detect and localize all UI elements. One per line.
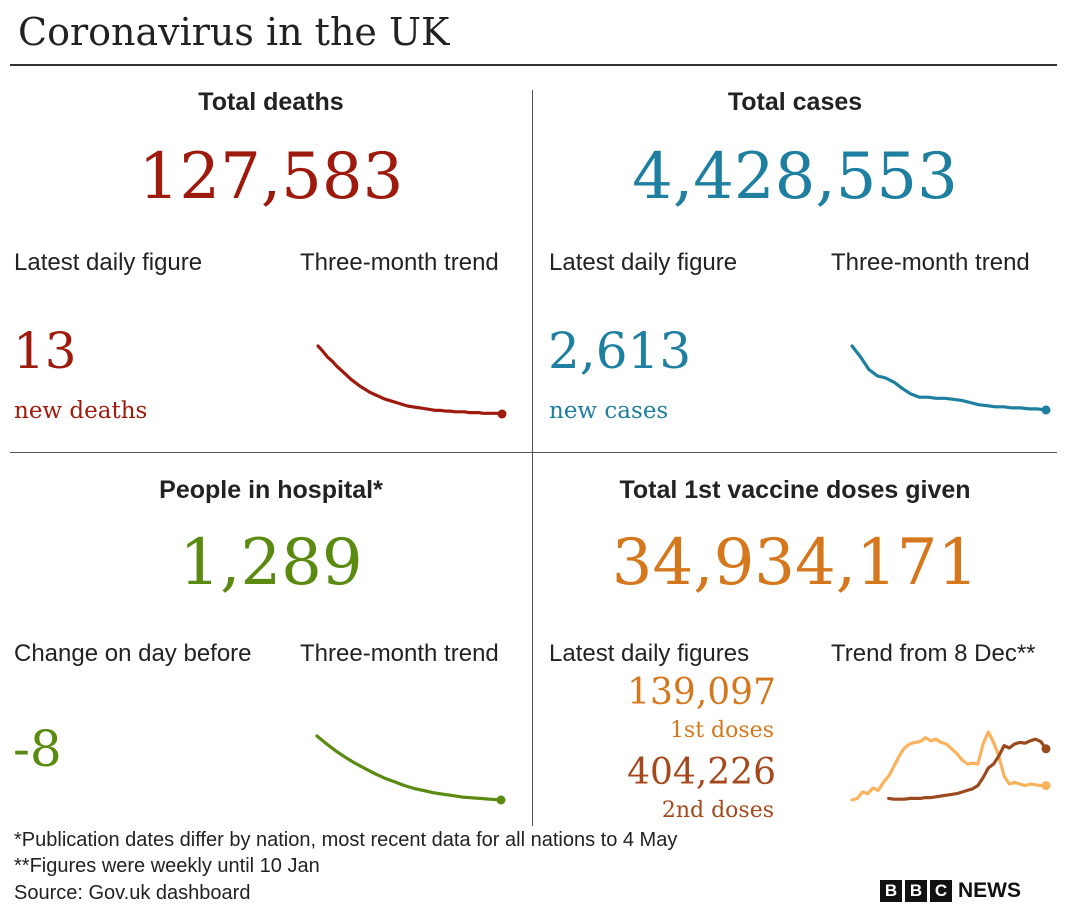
- dose2-value: 404,226: [627, 752, 776, 793]
- vaccine-total: 34,934,171: [611, 526, 979, 600]
- cases-daily-label: Latest daily figure: [549, 249, 738, 276]
- trend-line-2-0: [315, 734, 503, 802]
- cases-trend-chart: [850, 344, 1051, 415]
- deaths-heading: Total deaths: [198, 88, 344, 116]
- cases-trend-label: Three-month trend: [831, 249, 1030, 276]
- logo-news: NEWS: [958, 879, 1021, 902]
- trend-end-point-2-0: [496, 795, 506, 805]
- cases-heading: Total cases: [727, 88, 863, 116]
- trend-line-3-1: [887, 737, 1048, 801]
- hospital-daily-value: -8: [13, 720, 62, 778]
- cases-daily-sub: new cases: [549, 398, 669, 424]
- horizontal-divider: [10, 452, 1057, 453]
- cases-total: 4,428,553: [632, 140, 958, 214]
- vaccine-heading: Total 1st vaccine doses given: [619, 476, 971, 504]
- title-divider: [10, 64, 1057, 66]
- page-title: Coronavirus in the UK: [18, 10, 450, 54]
- vaccine-trend-chart: [850, 730, 1051, 802]
- source-note: Source: Gov.uk dashboard: [14, 882, 251, 904]
- dose1-label: 1st doses: [669, 718, 774, 743]
- deaths-trend-chart: [316, 344, 507, 419]
- hospital-heading: People in hospital*: [159, 476, 383, 504]
- hospital-total: 1,289: [179, 526, 363, 600]
- trend-end-point-0-0: [497, 409, 507, 419]
- logo-letter: B: [880, 880, 902, 902]
- dose2-label: 2nd doses: [661, 798, 774, 823]
- logo-letter: B: [905, 880, 927, 902]
- trend-line-3-0: [850, 730, 1048, 802]
- hospital-trend-label: Three-month trend: [300, 640, 499, 667]
- footnote-publication: *Publication dates differ by nation, mos…: [14, 829, 678, 851]
- bbc-news-logo: B B C NEWS: [880, 880, 1021, 902]
- deaths-daily-sub: new deaths: [14, 398, 148, 424]
- trend-line-1-0: [850, 344, 1048, 412]
- deaths-daily-value: 13: [13, 322, 77, 380]
- dose1-value: 139,097: [627, 672, 776, 713]
- hospital-trend-chart: [315, 734, 506, 805]
- footnote-weekly: **Figures were weekly until 10 Jan: [14, 855, 320, 877]
- hospital-daily-label: Change on day before: [14, 640, 252, 667]
- logo-letter: C: [930, 880, 952, 902]
- deaths-total: 127,583: [138, 140, 404, 214]
- cases-daily-value: 2,613: [548, 322, 692, 380]
- trend-end-point-3-0: [1041, 781, 1051, 791]
- vaccine-daily-label: Latest daily figures: [549, 640, 750, 667]
- vertical-divider: [532, 90, 533, 826]
- trend-end-point-3-1: [1041, 744, 1051, 754]
- deaths-trend-label: Three-month trend: [300, 249, 499, 276]
- vaccine-trend-label: Trend from 8 Dec**: [831, 640, 1036, 667]
- trend-end-point-1-0: [1041, 405, 1051, 415]
- trend-line-0-0: [316, 344, 504, 416]
- deaths-daily-label: Latest daily figure: [14, 249, 203, 276]
